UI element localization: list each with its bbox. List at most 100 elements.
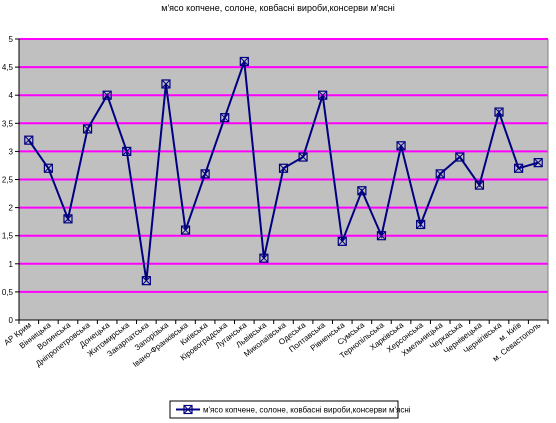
data-point-box xyxy=(298,152,308,162)
data-point-cross xyxy=(298,152,308,162)
data-point-cross xyxy=(161,79,171,89)
data-point xyxy=(514,163,524,173)
data-point-cross xyxy=(514,163,523,173)
y-tick-label: 0,5 xyxy=(2,288,14,297)
data-point xyxy=(533,158,543,168)
data-point xyxy=(357,186,367,196)
data-point-box xyxy=(396,141,406,151)
data-point-cross xyxy=(475,180,484,190)
data-point xyxy=(161,79,171,89)
data-point-cross xyxy=(220,113,230,123)
data-point-box xyxy=(278,163,289,173)
data-point-cross xyxy=(44,163,53,173)
data-point-box xyxy=(357,186,367,196)
data-point xyxy=(259,253,269,263)
data-point-cross xyxy=(83,124,92,134)
data-point xyxy=(337,236,347,246)
y-axis-ticks: 0 0,5 1 1,5 2 2,5 3 3,5 4 4,5 5 xyxy=(2,35,19,325)
data-point xyxy=(200,169,210,179)
data-point-cross xyxy=(337,236,347,246)
data-point-box xyxy=(494,107,504,117)
data-point xyxy=(24,135,34,145)
data-point-cross xyxy=(396,141,406,151)
data-point-box xyxy=(474,180,485,190)
data-point xyxy=(122,146,132,156)
y-tick-label: 2,5 xyxy=(2,176,14,185)
data-point-box xyxy=(141,276,151,286)
y-tick-label: 3 xyxy=(9,147,14,156)
data-point-box xyxy=(82,124,93,134)
data-point xyxy=(435,169,445,179)
data-point-box xyxy=(180,225,191,235)
data-point-cross xyxy=(279,163,288,173)
data-point xyxy=(220,113,230,123)
data-point-cross xyxy=(122,147,132,156)
data-point xyxy=(396,141,406,151)
data-point-cross xyxy=(259,253,269,263)
data-point-cross xyxy=(239,57,249,66)
x-axis-tick-labels: АР КримВінницькаВолинськаДніпропетровськ… xyxy=(2,320,549,369)
y-tick-label: 3,5 xyxy=(2,119,14,128)
data-point-cross xyxy=(494,107,504,117)
data-point-cross xyxy=(455,152,465,162)
legend-marker xyxy=(183,404,193,415)
data-point xyxy=(180,225,191,235)
legend-label: м'ясо копчене, солоне, ковбасні вироби,к… xyxy=(203,406,411,415)
data-point-box xyxy=(220,113,230,123)
data-point-cross xyxy=(24,135,34,145)
data-point xyxy=(239,56,249,67)
data-point-box xyxy=(239,56,249,67)
data-point-cross xyxy=(435,169,445,179)
data-point-cross xyxy=(416,220,426,229)
data-point-box xyxy=(24,135,34,145)
data-point-cross xyxy=(533,158,543,167)
data-point xyxy=(63,214,73,224)
data-point-box xyxy=(455,152,465,162)
data-point xyxy=(278,163,289,173)
data-point-box xyxy=(43,163,53,173)
legend: м'ясо копчене, солоне, ковбасні вироби,к… xyxy=(169,400,411,419)
legend-box xyxy=(169,400,399,419)
data-point xyxy=(318,90,328,100)
data-point xyxy=(416,219,426,230)
data-point-box xyxy=(122,146,132,156)
y-tick-label: 4 xyxy=(9,91,14,100)
data-point-box xyxy=(416,219,426,230)
data-point-box xyxy=(514,163,524,173)
y-tick-label: 0 xyxy=(9,316,14,325)
data-point-cross xyxy=(141,276,151,286)
data-point xyxy=(474,180,485,190)
data-point xyxy=(494,107,504,117)
data-point-cross xyxy=(377,231,386,241)
data-point-box xyxy=(63,214,73,224)
data-point xyxy=(43,163,53,173)
data-point-box xyxy=(533,158,543,168)
data-point-box xyxy=(318,90,328,100)
data-point xyxy=(141,276,151,286)
data-point-box xyxy=(435,169,445,179)
data-point-cross xyxy=(102,90,112,100)
data-point-cross xyxy=(63,214,73,224)
data-point-box xyxy=(337,236,347,246)
data-point xyxy=(82,124,93,134)
data-point-cross xyxy=(200,169,210,179)
data-point-box xyxy=(161,79,171,89)
y-tick-label: 2 xyxy=(9,204,14,213)
data-point xyxy=(102,90,112,100)
data-point-cross xyxy=(181,225,190,235)
y-tick-label: 1 xyxy=(9,260,14,269)
data-point xyxy=(455,152,465,162)
plot-area: 0 0,5 1 1,5 2 2,5 3 3,5 4 4,5 5 АР КримВінницькаВо… xyxy=(2,35,549,369)
data-point xyxy=(298,152,308,162)
y-tick-label: 4,5 xyxy=(2,63,14,72)
data-point-box xyxy=(376,231,387,241)
y-tick-label: 5 xyxy=(9,35,14,44)
data-point-box xyxy=(259,253,269,263)
data-series xyxy=(24,56,543,286)
data-point xyxy=(376,231,387,241)
y-tick-label: 1,5 xyxy=(2,232,14,241)
data-point-box xyxy=(102,90,112,100)
data-point-cross xyxy=(357,186,367,196)
chart-title: м'ясо копчене, солоне, ковбасні вироби,к… xyxy=(161,3,394,13)
